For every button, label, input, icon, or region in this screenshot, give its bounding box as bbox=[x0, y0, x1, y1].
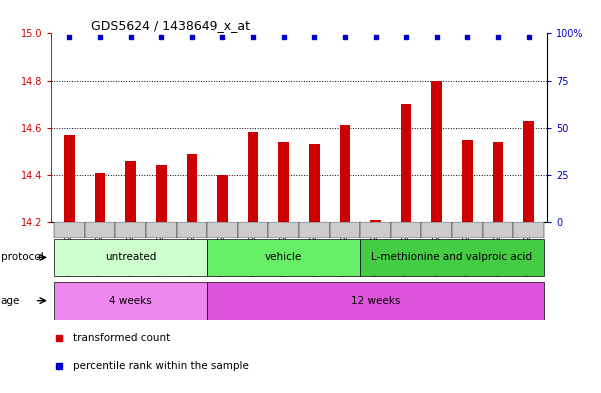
Bar bbox=[269, 222, 299, 238]
Bar bbox=[370, 220, 381, 222]
Bar bbox=[421, 222, 452, 238]
Bar bbox=[54, 282, 207, 320]
Bar bbox=[360, 222, 391, 238]
Bar bbox=[54, 222, 85, 238]
Bar bbox=[391, 222, 421, 238]
Bar bbox=[238, 222, 269, 238]
Bar bbox=[146, 222, 177, 238]
Bar bbox=[54, 239, 207, 276]
Text: transformed count: transformed count bbox=[73, 333, 171, 343]
Bar bbox=[156, 165, 166, 222]
Text: GDS5624 / 1438649_x_at: GDS5624 / 1438649_x_at bbox=[91, 19, 250, 32]
Text: untreated: untreated bbox=[105, 252, 156, 263]
Text: L-methionine and valproic acid: L-methionine and valproic acid bbox=[371, 252, 532, 263]
Bar bbox=[299, 222, 329, 238]
Bar bbox=[207, 282, 544, 320]
Bar bbox=[125, 161, 136, 222]
Bar bbox=[95, 173, 105, 222]
Text: protocol: protocol bbox=[1, 252, 43, 263]
Bar bbox=[278, 142, 289, 222]
Text: age: age bbox=[1, 296, 20, 306]
Bar bbox=[329, 222, 360, 238]
Text: 12 weeks: 12 weeks bbox=[351, 296, 400, 306]
Text: vehicle: vehicle bbox=[265, 252, 302, 263]
Bar bbox=[248, 132, 258, 222]
Text: percentile rank within the sample: percentile rank within the sample bbox=[73, 361, 249, 371]
Bar bbox=[115, 222, 146, 238]
Bar bbox=[401, 104, 412, 222]
Bar bbox=[452, 222, 483, 238]
Bar bbox=[186, 154, 197, 222]
Bar bbox=[64, 135, 75, 222]
Bar bbox=[177, 222, 207, 238]
Bar bbox=[340, 125, 350, 222]
Bar bbox=[217, 175, 228, 222]
Bar bbox=[462, 140, 473, 222]
Bar bbox=[523, 121, 534, 222]
Bar bbox=[432, 81, 442, 222]
Bar bbox=[85, 222, 115, 238]
Bar bbox=[309, 144, 320, 222]
Bar bbox=[513, 222, 544, 238]
Bar bbox=[360, 239, 544, 276]
Bar bbox=[207, 239, 360, 276]
Bar bbox=[483, 222, 513, 238]
Bar bbox=[207, 222, 238, 238]
Text: 4 weeks: 4 weeks bbox=[109, 296, 152, 306]
Bar bbox=[493, 142, 503, 222]
